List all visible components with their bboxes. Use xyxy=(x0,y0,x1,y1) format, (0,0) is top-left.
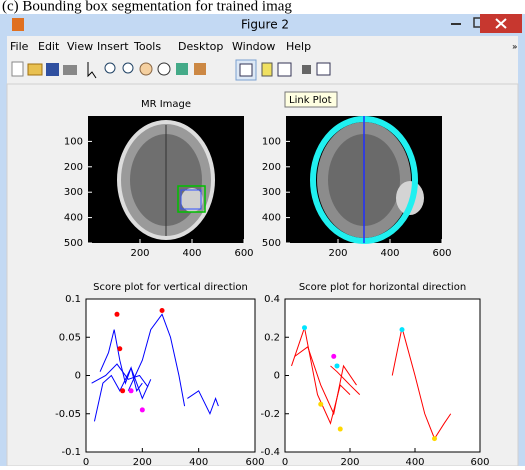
menu-overflow[interactable]: » xyxy=(512,43,518,53)
y-tick-label: -0.4 xyxy=(260,447,280,458)
tool-print[interactable] xyxy=(63,65,77,75)
menu-item[interactable]: View xyxy=(67,40,93,53)
y-tick-label: 0.1 xyxy=(65,294,81,305)
tool-zoom-out[interactable] xyxy=(123,63,133,73)
y-tick-label: 0 xyxy=(75,371,81,382)
marker xyxy=(120,388,125,393)
menu-item[interactable]: Window xyxy=(232,40,275,53)
y-tick-label: -0.1 xyxy=(61,447,81,458)
y-tick-label: 100 xyxy=(262,136,281,147)
x-tick-label: 200 xyxy=(133,457,152,466)
marker xyxy=(318,402,323,407)
x-tick-label: 0 xyxy=(83,457,89,466)
menu-bar: File Edit View Insert Tools Desktop Window Help xyxy=(10,40,311,53)
tool-open[interactable] xyxy=(28,64,42,75)
marker xyxy=(432,436,437,441)
y-tick-label: 400 xyxy=(262,213,281,224)
menu-item[interactable]: File xyxy=(10,40,29,53)
x-tick-label: 200 xyxy=(130,248,149,259)
x-tick-label: 200 xyxy=(340,457,359,466)
x-tick-label: 400 xyxy=(405,457,424,466)
caption: (c) Bounding box segmentation for traine… xyxy=(2,0,292,14)
menu-item[interactable]: Insert xyxy=(97,40,129,53)
menu-item[interactable]: Help xyxy=(286,40,311,53)
y-tick-label: 300 xyxy=(64,187,83,198)
menu-item[interactable]: Tools xyxy=(133,40,161,53)
tool-hide-tools[interactable] xyxy=(302,65,311,74)
y-tick-label: 200 xyxy=(262,162,281,173)
x-tick-label: 600 xyxy=(234,248,253,259)
x-tick-label: 400 xyxy=(189,457,208,466)
axes-title: MR Image xyxy=(141,99,191,110)
x-tick-label: 0 xyxy=(282,457,288,466)
marker xyxy=(335,363,340,368)
marker xyxy=(400,327,405,332)
marker xyxy=(160,308,165,313)
tool-save[interactable] xyxy=(46,63,59,76)
y-tick-label: -0.05 xyxy=(55,409,81,420)
screenshot: (c) Bounding box segmentation for traine… xyxy=(0,0,525,466)
x-tick-label: 400 xyxy=(182,248,201,259)
tool-pan[interactable] xyxy=(140,63,152,75)
x-tick-label: 600 xyxy=(245,457,264,466)
tool-legend[interactable] xyxy=(278,63,291,76)
tool-link-glyph xyxy=(240,64,252,76)
x-tick-label: 600 xyxy=(470,457,489,466)
tool-colorbar[interactable] xyxy=(262,63,272,76)
tool-new[interactable] xyxy=(12,62,23,76)
y-tick-label: 0.2 xyxy=(264,332,280,343)
y-tick-label: 0.05 xyxy=(59,332,81,343)
marker xyxy=(129,388,134,393)
y-tick-label: 0 xyxy=(274,371,280,382)
axes-title: Score plot for horizontal direction xyxy=(299,282,466,293)
tool-datacursor[interactable] xyxy=(176,63,188,75)
marker xyxy=(302,325,307,330)
tool-show-tools[interactable] xyxy=(317,63,330,75)
app-icon xyxy=(12,18,24,31)
tooltip-text: Link Plot xyxy=(289,95,332,106)
window-title: Figure 2 xyxy=(241,18,289,32)
y-tick-label: 0.4 xyxy=(264,294,280,305)
marker xyxy=(114,312,119,317)
tool-brush[interactable] xyxy=(194,63,206,75)
y-tick-label: -0.2 xyxy=(260,409,280,420)
marker xyxy=(117,346,122,351)
x-tick-label: 600 xyxy=(432,248,451,259)
x-tick-label: 200 xyxy=(328,248,347,259)
menu-item[interactable]: Edit xyxy=(38,40,60,53)
x-tick-label: 400 xyxy=(380,248,399,259)
y-tick-label: 200 xyxy=(64,162,83,173)
marker xyxy=(331,354,336,359)
tool-zoom-in[interactable] xyxy=(105,63,115,73)
axes-title: Score plot for vertical direction xyxy=(93,282,248,293)
tool-rotate[interactable] xyxy=(158,63,170,75)
marker xyxy=(140,407,145,412)
menu-item[interactable]: Desktop xyxy=(178,40,223,53)
y-tick-label: 100 xyxy=(64,136,83,147)
y-tick-label: 400 xyxy=(64,213,83,224)
y-tick-label: 500 xyxy=(64,238,83,249)
y-tick-label: 500 xyxy=(262,238,281,249)
tumor xyxy=(181,188,203,212)
y-tick-label: 300 xyxy=(262,187,281,198)
marker xyxy=(338,427,343,432)
